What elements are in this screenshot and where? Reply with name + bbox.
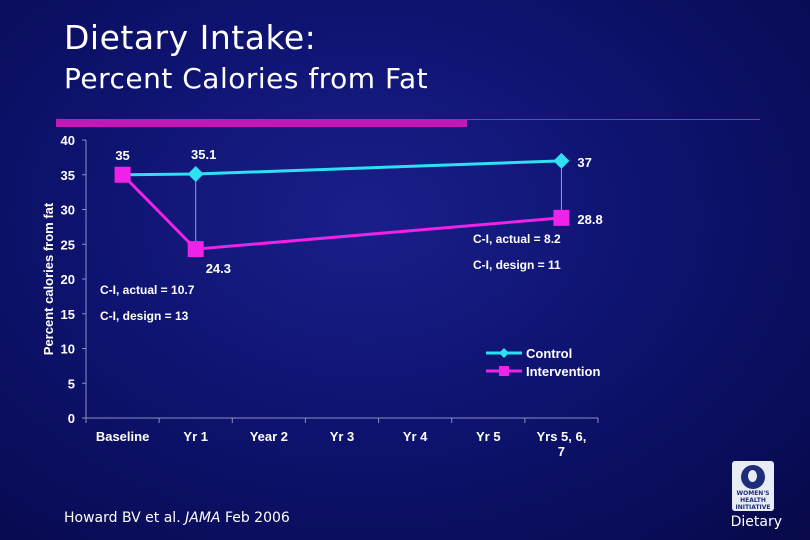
data-label: 35.1 xyxy=(191,147,216,162)
whi-logo: WOMEN'S HEALTH INITIATIVE xyxy=(732,461,774,511)
control-series-line xyxy=(122,159,562,177)
logo-text: WOMEN'S HEALTH INITIATIVE xyxy=(735,490,771,511)
data-label: 35 xyxy=(115,148,129,163)
annotation-label: C-I, design = 11 xyxy=(473,258,561,272)
data-label: 24.3 xyxy=(206,261,231,276)
x-tick-label: Yr 3 xyxy=(330,429,355,444)
annotation-label: C-I, actual = 10.7 xyxy=(100,283,195,297)
y-tick-label: 25 xyxy=(61,237,75,252)
y-tick-label: 5 xyxy=(68,376,75,391)
x-tick-label: Yrs 5, 6, xyxy=(536,429,586,444)
x-tick-label: Baseline xyxy=(96,429,149,444)
title-divider-line xyxy=(56,119,760,120)
x-tick-label: 7 xyxy=(558,444,565,459)
data-label: 37 xyxy=(577,155,591,170)
y-tick-label: 20 xyxy=(61,272,75,287)
data-label: 28.8 xyxy=(577,212,602,227)
legend-marker xyxy=(499,366,509,376)
legend-label: Intervention xyxy=(526,364,600,379)
citation-journal: JAMA xyxy=(185,510,221,526)
legend-label: Control xyxy=(526,346,572,361)
footer-section-label: Dietary xyxy=(730,514,782,530)
intervention-marker xyxy=(187,241,204,258)
intervention-marker xyxy=(553,209,570,226)
x-tick-label: Yr 5 xyxy=(476,429,501,444)
y-tick-label: 10 xyxy=(61,342,75,357)
citation-authors: Howard BV et al. xyxy=(64,510,181,526)
intervention-marker xyxy=(114,166,131,183)
x-tick-label: Yr 4 xyxy=(403,429,428,444)
control-marker xyxy=(553,152,570,169)
control-marker xyxy=(187,166,204,183)
slide-subtitle: Percent Calories from Fat xyxy=(64,62,429,95)
slide-title: Dietary Intake: xyxy=(64,18,317,57)
y-axis-label: Percent calories from fat xyxy=(41,202,56,355)
y-tick-label: 40 xyxy=(61,133,75,148)
x-tick-label: Year 2 xyxy=(250,429,288,444)
y-tick-label: 15 xyxy=(61,307,75,322)
x-tick-label: Yr 1 xyxy=(183,429,208,444)
annotation-label: C-I, design = 13 xyxy=(100,309,189,323)
y-tick-label: 30 xyxy=(61,203,75,218)
y-tick-label: 35 xyxy=(61,168,75,183)
globe-icon xyxy=(741,465,765,489)
legend-marker xyxy=(499,348,509,358)
title-divider-bar xyxy=(56,120,467,127)
citation: Howard BV et al. JAMA Feb 2006 xyxy=(64,510,290,526)
citation-date: Feb 2006 xyxy=(224,510,290,526)
annotation-label: C-I, actual = 8.2 xyxy=(473,232,561,246)
y-tick-label: 0 xyxy=(68,411,75,426)
